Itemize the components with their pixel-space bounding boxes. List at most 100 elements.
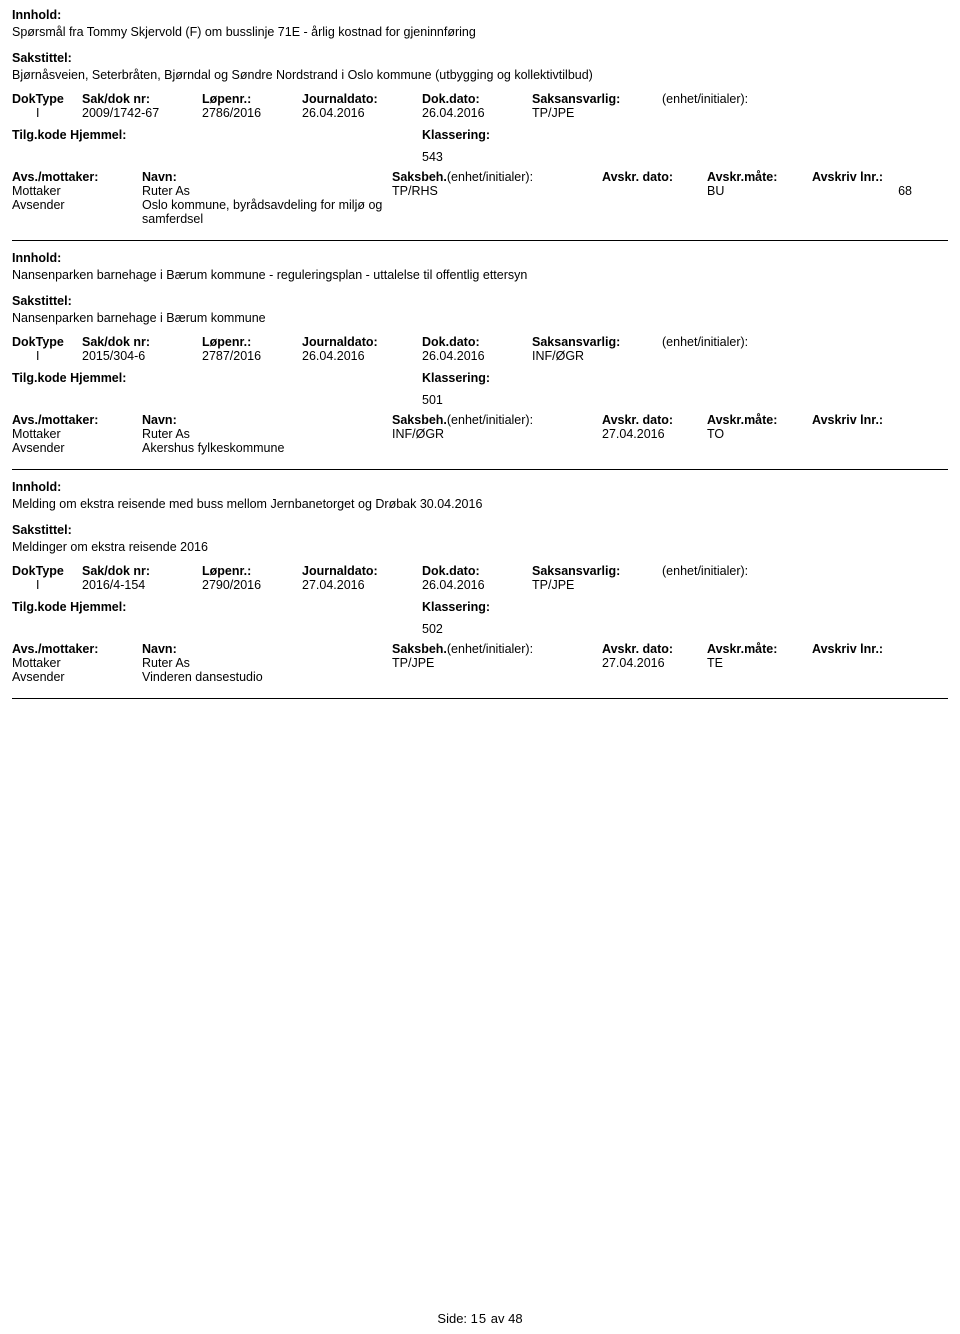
- mottaker-label: Mottaker: [12, 184, 142, 198]
- header-avskrdato: Avskr. dato:: [602, 642, 707, 656]
- header-enhet: (enhet/initialer):: [662, 335, 812, 349]
- klass-pad: [12, 150, 422, 164]
- tilgkode-label: Tilg.kode: [12, 600, 67, 614]
- journal-entry: Innhold: Nansenparken barnehage i Bærum …: [12, 251, 948, 455]
- meta-data-row: I 2016/4-154 2790/2016 27.04.2016 26.04.…: [12, 578, 948, 592]
- header-sakdok: Sak/dok nr:: [82, 335, 202, 349]
- innhold-text: Spørsmål fra Tommy Skjervold (F) om buss…: [12, 25, 948, 39]
- header-lopenr: Løpenr.:: [202, 92, 302, 106]
- hjemmel-label: Hjemmel:: [70, 371, 126, 385]
- value-sakdok: 2009/1742-67: [82, 106, 202, 120]
- header-dokdato: Dok.dato:: [422, 335, 532, 349]
- avsender-navn: Akershus fylkeskommune: [142, 441, 392, 455]
- value-enhet: [662, 106, 812, 120]
- header-avskrivlnr: Avskriv lnr.:: [812, 642, 912, 656]
- value-journaldato: 26.04.2016: [302, 349, 422, 363]
- innhold-label: Innhold:: [12, 480, 948, 494]
- header-saksbeh: Saksbeh.(enhet/initialer):: [392, 170, 602, 184]
- header-avsmottaker: Avs./mottaker:: [12, 642, 142, 656]
- header-saksbeh: Saksbeh.(enhet/initialer):: [392, 413, 602, 427]
- header-avsmottaker: Avs./mottaker:: [12, 170, 142, 184]
- header-avskrmate: Avskr.måte:: [707, 413, 812, 427]
- value-enhet: [662, 578, 812, 592]
- klass-pad: [12, 622, 422, 636]
- header-journaldato: Journaldato:: [302, 92, 422, 106]
- header-navn: Navn:: [142, 642, 392, 656]
- avskrivlnr-value: 68: [812, 184, 912, 198]
- avskrmate-value: TO: [707, 427, 812, 441]
- meta-data-row: I 2009/1742-67 2786/2016 26.04.2016 26.0…: [12, 106, 948, 120]
- avsender-label: Avsender: [12, 198, 142, 212]
- header-journaldato: Journaldato:: [302, 335, 422, 349]
- innhold-label: Innhold:: [12, 251, 948, 265]
- meta-header-row: DokType Sak/dok nr: Løpenr.: Journaldato…: [12, 335, 948, 349]
- page-total: 48: [508, 1311, 522, 1326]
- header-doktype: DokType: [12, 564, 82, 578]
- klassering-value-row: 502: [12, 622, 948, 636]
- mottaker-row: Mottaker Ruter As TP/JPE 27.04.2016 TE: [12, 656, 948, 670]
- sakstittel-label: Sakstittel:: [12, 294, 948, 308]
- avskrmate-value: BU: [707, 184, 812, 198]
- value-lopenr: 2787/2016: [202, 349, 302, 363]
- avsender-label: Avsender: [12, 670, 142, 684]
- value-lopenr: 2790/2016: [202, 578, 302, 592]
- avskrmate-value: TE: [707, 656, 812, 670]
- value-dokdato: 26.04.2016: [422, 106, 532, 120]
- avsender-row: Avsender Vinderen dansestudio: [12, 670, 948, 684]
- header-enhet: (enhet/initialer):: [662, 92, 812, 106]
- mottaker-row: Mottaker Ruter As TP/RHS BU 68: [12, 184, 948, 198]
- tilg-left: Tilg.kode Hjemmel:: [12, 128, 422, 142]
- entry-divider: [12, 240, 948, 241]
- avsender-label: Avsender: [12, 441, 142, 455]
- page-footer: Side: 15 av 48: [0, 1311, 960, 1326]
- header-lopenr: Løpenr.:: [202, 335, 302, 349]
- header-sakdok: Sak/dok nr:: [82, 92, 202, 106]
- mottaker-navn: Ruter As: [142, 184, 392, 198]
- header-navn: Navn:: [142, 170, 392, 184]
- page-sep: av: [491, 1311, 505, 1326]
- value-journaldato: 27.04.2016: [302, 578, 422, 592]
- header-avsmottaker: Avs./mottaker:: [12, 413, 142, 427]
- tilg-row: Tilg.kode Hjemmel: Klassering:: [12, 371, 948, 385]
- meta-data-row: I 2015/304-6 2787/2016 26.04.2016 26.04.…: [12, 349, 948, 363]
- value-dokdato: 26.04.2016: [422, 349, 532, 363]
- sakstittel-label: Sakstittel:: [12, 51, 948, 65]
- klassering-label: Klassering:: [422, 371, 532, 385]
- mottaker-navn: Ruter As: [142, 656, 392, 670]
- avsender-navn: Oslo kommune, byrådsavdeling for miljø o…: [142, 198, 392, 226]
- value-journaldato: 26.04.2016: [302, 106, 422, 120]
- avskrdato-value: 27.04.2016: [602, 427, 707, 441]
- header-avskrivlnr: Avskriv lnr.:: [812, 170, 912, 184]
- saksbeh-value: INF/ØGR: [392, 427, 602, 441]
- innhold-text: Nansenparken barnehage i Bærum kommune -…: [12, 268, 948, 282]
- innhold-text: Melding om ekstra reisende med buss mell…: [12, 497, 948, 511]
- journal-entry: Innhold: Melding om ekstra reisende med …: [12, 480, 948, 684]
- header-dokdato: Dok.dato:: [422, 92, 532, 106]
- klassering-label: Klassering:: [422, 600, 532, 614]
- saksbeh-label: Saksbeh.: [392, 642, 447, 656]
- tilg-row: Tilg.kode Hjemmel: Klassering:: [12, 600, 948, 614]
- sakstittel-text: Bjørnåsveien, Seterbråten, Bjørndal og S…: [12, 68, 948, 82]
- enhet2-label: (enhet/initialer):: [447, 642, 533, 656]
- entry-divider: [12, 469, 948, 470]
- klassering-value-row: 501: [12, 393, 948, 407]
- value-sakdok: 2016/4-154: [82, 578, 202, 592]
- klassering-value: 501: [422, 393, 443, 407]
- tilg-left: Tilg.kode Hjemmel:: [12, 600, 422, 614]
- sakstittel-text: Nansenparken barnehage i Bærum kommune: [12, 311, 948, 325]
- header-navn: Navn:: [142, 413, 392, 427]
- header-saksansvarlig: Saksansvarlig:: [532, 335, 662, 349]
- sakstittel-text: Meldinger om ekstra reisende 2016: [12, 540, 948, 554]
- klassering-label: Klassering:: [422, 128, 532, 142]
- tilgkode-label: Tilg.kode: [12, 371, 67, 385]
- mottaker-navn: Ruter As: [142, 427, 392, 441]
- avsender-navn: Vinderen dansestudio: [142, 670, 392, 684]
- value-saksansvarlig: TP/JPE: [532, 106, 662, 120]
- tilgkode-label: Tilg.kode: [12, 128, 67, 142]
- value-saksansvarlig: TP/JPE: [532, 578, 662, 592]
- value-lopenr: 2786/2016: [202, 106, 302, 120]
- header-saksansvarlig: Saksansvarlig:: [532, 564, 662, 578]
- value-doktype: I: [12, 578, 82, 592]
- header-enhet: (enhet/initialer):: [662, 564, 812, 578]
- enhet2-label: (enhet/initialer):: [447, 413, 533, 427]
